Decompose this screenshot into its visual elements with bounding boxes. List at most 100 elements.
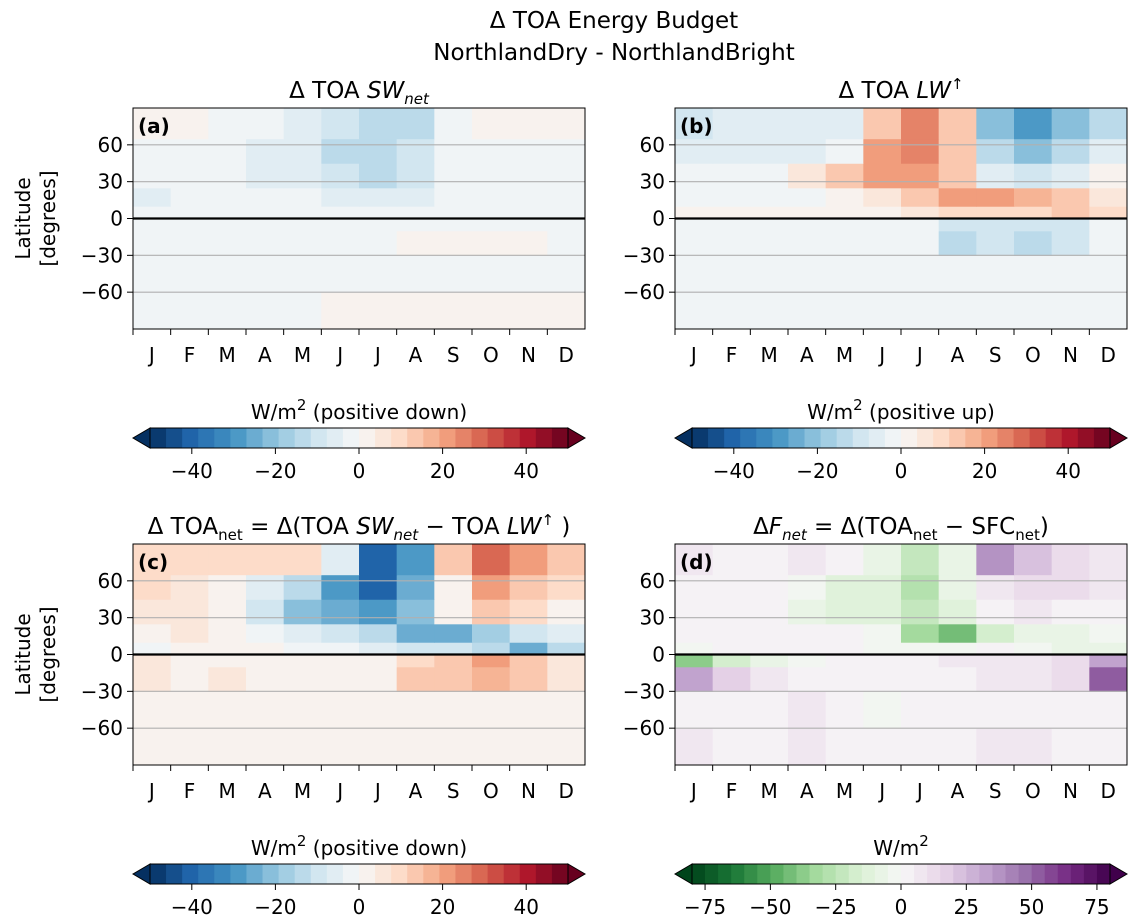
heatmap-cell <box>434 292 473 330</box>
heatmap-cell <box>472 163 511 189</box>
heatmap-cell <box>246 292 285 330</box>
heatmap-cell <box>788 292 827 330</box>
heatmap-cell <box>712 255 751 293</box>
colorbar-segment <box>551 864 569 884</box>
colorbar-segment <box>230 864 247 884</box>
heatmap-cell <box>246 642 285 655</box>
heatmap-cell <box>863 138 902 164</box>
heatmap-cell <box>170 666 209 692</box>
heatmap-cell <box>1089 642 1128 655</box>
x-tick-label: N <box>1063 343 1078 367</box>
y-tick-label: 0 <box>110 207 123 231</box>
heatmap-cell <box>472 654 511 668</box>
colorbar-segment <box>835 864 850 884</box>
heatmap-cell <box>1051 230 1090 256</box>
colorbar-segment <box>471 428 489 448</box>
colorbar-segment <box>744 864 758 884</box>
colorbar-extend-low <box>132 427 151 449</box>
colorbar-segment <box>214 864 231 884</box>
x-tick-label: M <box>836 779 853 803</box>
heatmap-cell <box>901 642 940 655</box>
heatmap-cell <box>1014 206 1053 219</box>
heatmap-cell <box>208 218 247 232</box>
heatmap-cell <box>133 623 172 643</box>
x-tick-label: F <box>184 779 196 803</box>
heatmap-cell <box>321 292 360 330</box>
heatmap-cell <box>1089 666 1128 692</box>
heatmap-cell <box>976 728 1015 766</box>
heatmap-cell <box>825 728 864 766</box>
heatmap-cell <box>1089 654 1128 668</box>
colorbar-segment <box>262 864 280 884</box>
panel-title: Δ TOA SWnet <box>289 78 430 108</box>
heatmap-cell <box>359 666 398 692</box>
heatmap-cell <box>283 691 322 729</box>
heatmap-cell <box>863 623 902 643</box>
panel-label: (a) <box>138 114 170 138</box>
colorbar-label: W/m2 <box>873 832 929 860</box>
heatmap-cell <box>283 187 322 207</box>
colorbar-segment <box>757 864 771 884</box>
heatmap-cell <box>509 666 548 692</box>
heatmap-cell <box>675 292 714 330</box>
heatmap-cell <box>321 599 360 625</box>
colorbar-segment <box>1018 864 1033 884</box>
heatmap-cell <box>712 544 751 576</box>
colorbar-segment <box>342 864 360 884</box>
heatmap-cell <box>246 666 285 692</box>
colorbar-segment <box>326 428 344 448</box>
heatmap-cell <box>825 206 864 219</box>
colorbar-segment <box>1044 864 1059 884</box>
colorbar-tick-label: −20 <box>796 459 838 483</box>
heatmap-cell <box>712 654 751 668</box>
heatmap-cell <box>509 187 548 207</box>
heatmap-cell <box>547 163 586 189</box>
heatmap-cell <box>675 218 714 232</box>
colorbar-segment <box>852 428 870 448</box>
heatmap-cell <box>359 654 398 668</box>
colorbar-segment <box>278 864 296 884</box>
text-part: net <box>1015 526 1040 544</box>
heatmap-cell <box>712 187 751 207</box>
colorbar-segment <box>471 864 489 884</box>
x-tick-label: M <box>294 343 311 367</box>
heatmap-cell <box>976 623 1015 643</box>
heatmap-cell <box>1089 728 1128 766</box>
heatmap-cell <box>863 574 902 600</box>
heatmap-cell <box>901 654 940 668</box>
colorbar-segment <box>310 428 328 448</box>
colorbar-segment <box>1093 428 1111 448</box>
x-tick-label: S <box>989 779 1002 803</box>
colorbar-segment <box>1083 864 1098 884</box>
heatmap-cell <box>170 292 209 330</box>
colorbar-label: W/m2 (positive down) <box>251 396 467 424</box>
heatmap-cell <box>283 599 322 625</box>
colorbar-segment <box>198 428 215 448</box>
heatmap-cell <box>825 544 864 576</box>
heatmap-cell <box>788 574 827 600</box>
heatmap-cell <box>246 187 285 207</box>
y-tick-label: −60 <box>623 280 665 304</box>
heatmap-cell <box>321 666 360 692</box>
colorbar-segment <box>705 864 719 884</box>
colorbar-segment <box>901 864 915 884</box>
colorbar-segment <box>836 428 854 448</box>
heatmap-cell <box>472 728 511 766</box>
heatmap-cell <box>133 163 172 189</box>
colorbar-segment <box>423 864 440 884</box>
y-tick-label: −30 <box>623 243 665 267</box>
heatmap-cell <box>133 255 172 293</box>
x-tick-label: O <box>1025 779 1041 803</box>
heatmap-cell <box>1051 599 1090 625</box>
heatmap-cell <box>863 108 902 140</box>
heatmap-cell <box>359 138 398 164</box>
x-tick-label: A <box>951 343 965 367</box>
heatmap-cell <box>434 654 473 668</box>
colorbar-extend-high <box>1109 863 1128 885</box>
heatmap-cell <box>938 255 977 293</box>
heatmap-cell <box>472 666 511 692</box>
heatmap-cell <box>712 574 751 600</box>
heatmap-cell <box>246 691 285 729</box>
heatmap-cell <box>283 574 322 600</box>
heatmap-cell <box>1051 255 1090 293</box>
